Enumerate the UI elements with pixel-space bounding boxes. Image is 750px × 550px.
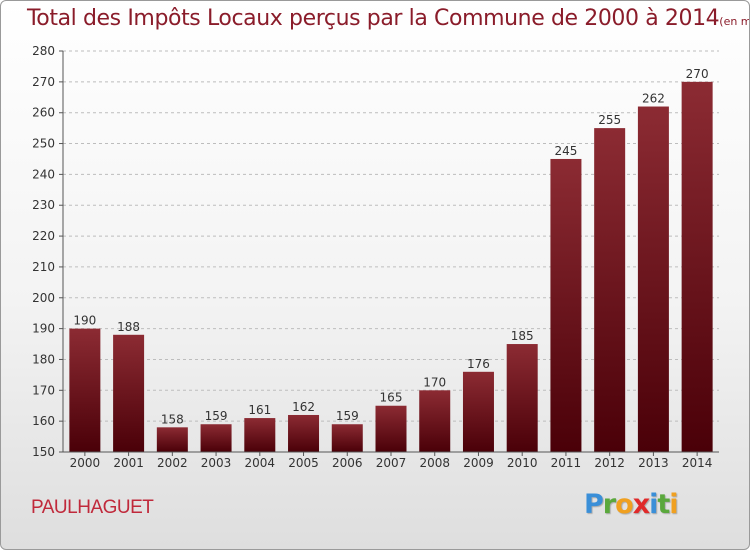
bar-2014 xyxy=(681,81,713,452)
y-tick-label: 160 xyxy=(32,414,55,428)
y-tick-label: 260 xyxy=(32,106,55,120)
axes xyxy=(59,50,719,456)
x-tick-label: 2007 xyxy=(376,456,407,470)
y-tick-label: 180 xyxy=(32,352,55,366)
bar-2006 xyxy=(331,424,363,452)
x-tick-label: 2001 xyxy=(113,456,144,470)
bar-2000 xyxy=(69,328,101,452)
x-tick-label: 2005 xyxy=(288,456,319,470)
bar-2007 xyxy=(375,405,407,452)
labels: 150 160 170 180 190 200 210 220 230 240 250 260 270 2… xyxy=(32,44,712,470)
bar-value-label: 255 xyxy=(598,113,621,127)
x-tick-label: 2006 xyxy=(332,456,363,470)
y-tick-label: 230 xyxy=(32,198,55,212)
bar-value-label: 159 xyxy=(205,409,228,423)
bar-value-label: 165 xyxy=(380,391,403,405)
logo-letter: x xyxy=(632,489,650,520)
x-tick-label: 2012 xyxy=(594,456,625,470)
bar-2004 xyxy=(244,418,276,452)
x-tick-label: 2002 xyxy=(157,456,188,470)
logo-letter: r xyxy=(602,489,616,520)
logo-letter: P xyxy=(584,489,604,520)
y-tick-label: 170 xyxy=(32,383,55,397)
bars xyxy=(69,81,713,453)
y-tick-label: 240 xyxy=(32,167,55,181)
bar-2009 xyxy=(462,371,494,452)
bar-value-label: 185 xyxy=(511,329,534,343)
y-tick-label: 250 xyxy=(32,137,55,151)
logo-letter: i xyxy=(669,489,678,520)
x-tick-label: 2003 xyxy=(201,456,232,470)
bar-value-label: 262 xyxy=(642,92,665,106)
proxiti-logo: Proxiti xyxy=(584,489,679,520)
bar-2008 xyxy=(419,390,451,452)
y-tick-label: 270 xyxy=(32,75,55,89)
x-tick-label: 2014 xyxy=(682,456,713,470)
title-text: Total des Impôts Locaux perçus par la Co… xyxy=(27,6,720,31)
x-tick-label: 2013 xyxy=(638,456,669,470)
commune-name: PAULHAGUET xyxy=(31,497,154,518)
bar-value-label: 176 xyxy=(467,357,490,371)
logo-letter: i xyxy=(649,489,658,520)
y-tick-label: 150 xyxy=(32,445,55,459)
bar-2010 xyxy=(506,344,538,452)
bar-2011 xyxy=(550,158,582,452)
bar-value-label: 245 xyxy=(554,144,577,158)
bar-value-label: 161 xyxy=(248,403,271,417)
bar-2001 xyxy=(113,334,145,452)
bar-value-label: 159 xyxy=(336,409,359,423)
bar-value-label: 170 xyxy=(423,375,446,389)
bar-value-label: 190 xyxy=(73,314,96,328)
y-tick-label: 190 xyxy=(32,322,55,336)
x-tick-label: 2010 xyxy=(507,456,538,470)
y-tick-label: 210 xyxy=(32,260,55,274)
bar-value-label: 162 xyxy=(292,400,315,414)
x-tick-label: 2011 xyxy=(551,456,582,470)
y-tick-label: 200 xyxy=(32,291,55,305)
bar-2005 xyxy=(288,414,320,452)
bar-2013 xyxy=(637,106,669,453)
x-tick-label: 2000 xyxy=(70,456,101,470)
x-tick-label: 2004 xyxy=(245,456,276,470)
title-unit: (en milliers d'€) xyxy=(719,15,749,28)
bar-value-label: 158 xyxy=(161,412,184,426)
x-tick-label: 2008 xyxy=(419,456,450,470)
logo-letter: o xyxy=(615,489,634,520)
logo-letter: t xyxy=(657,489,670,520)
y-tick-label: 220 xyxy=(32,229,55,243)
bar-2002 xyxy=(156,427,188,452)
bar-2012 xyxy=(594,128,626,452)
bar-2003 xyxy=(200,424,232,452)
y-tick-label: 280 xyxy=(32,44,55,58)
x-tick-label: 2009 xyxy=(463,456,494,470)
chart-title: Total des Impôts Locaux perçus par la Co… xyxy=(27,6,749,31)
bar-value-label: 270 xyxy=(686,67,709,81)
bar-value-label: 188 xyxy=(117,320,140,334)
